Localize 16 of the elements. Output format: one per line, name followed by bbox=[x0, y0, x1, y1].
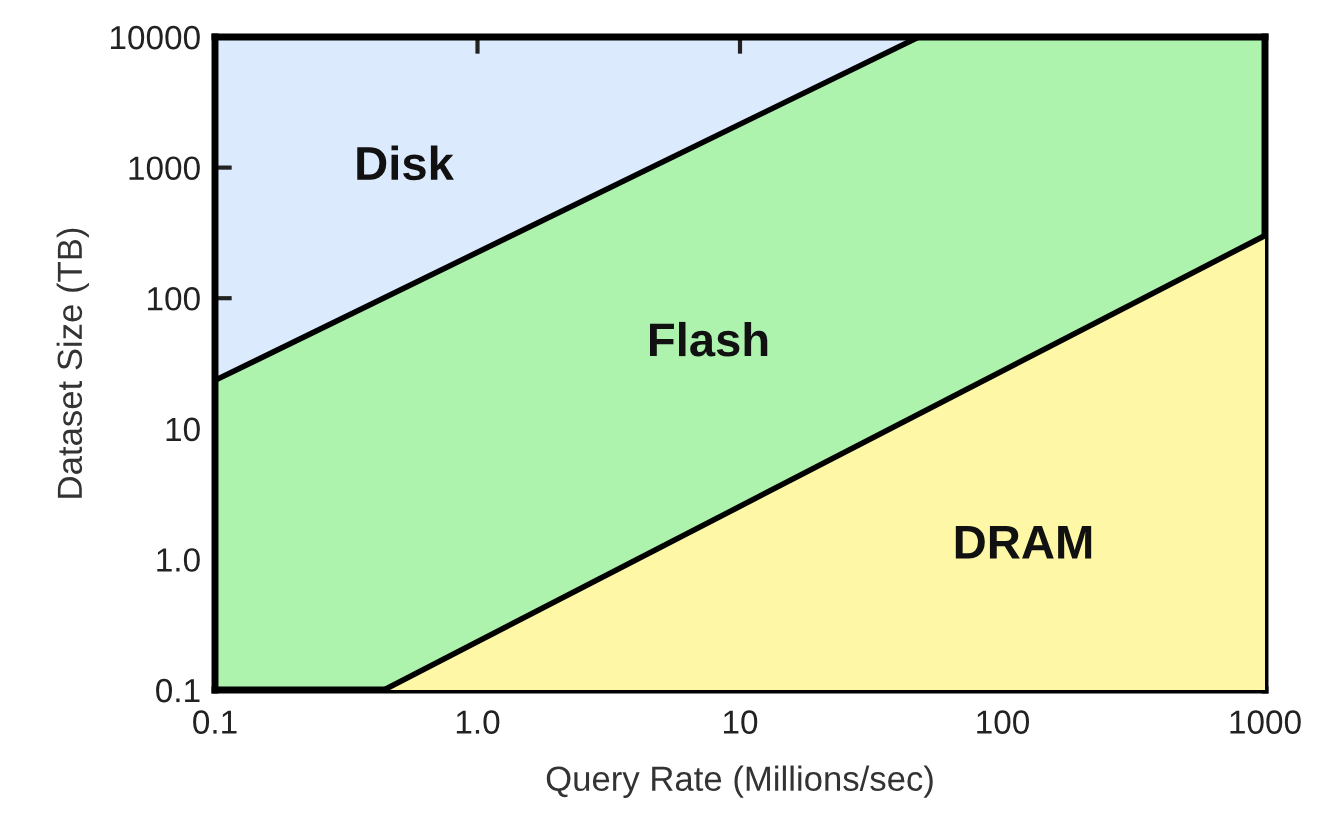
x-tick-label: 1000 bbox=[1230, 710, 1301, 734]
y-tick-label: 1.0 bbox=[157, 548, 200, 572]
series-label: Flash bbox=[650, 321, 768, 357]
y-tick-label: 10000 bbox=[110, 25, 200, 50]
x-tick-label: 1.0 bbox=[456, 710, 500, 734]
y-tick-label: 0.1 bbox=[156, 678, 200, 703]
y-tick-label: 100 bbox=[148, 287, 200, 311]
y-tick-label: 10 bbox=[166, 417, 200, 442]
y-axis-title: Dataset Size (TB) bbox=[56, 228, 89, 498]
series-label: Disk bbox=[357, 145, 454, 181]
x-axis-title: Query Rate (Millions/sec) bbox=[546, 765, 933, 798]
x-tick-label: 100 bbox=[977, 710, 1030, 734]
series-label: DRAM bbox=[955, 526, 1092, 559]
y-tick-label: 1000 bbox=[129, 156, 200, 181]
x-tick-label: 10 bbox=[724, 710, 758, 734]
x-tick-label: 0.1 bbox=[193, 710, 237, 734]
